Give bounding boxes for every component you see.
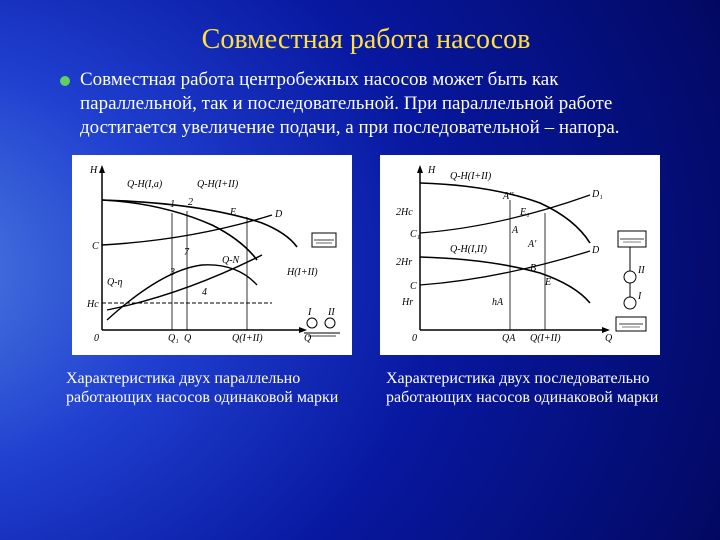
svg-text:H(I+II): H(I+II) <box>286 267 318 278</box>
svg-text:Q-N: Q-N <box>222 255 241 266</box>
svg-text:Hr: Hr <box>401 297 413 308</box>
svg-text:I: I <box>637 291 642 302</box>
svg-text:E: E <box>229 207 236 218</box>
axis-h-label-r: H <box>427 165 436 176</box>
svg-text:Q-H(I,a): Q-H(I,a) <box>127 179 163 190</box>
svg-text:A: A <box>511 225 519 236</box>
svg-text:Q-H(I+II): Q-H(I+II) <box>197 179 239 190</box>
caption-row: Характеристика двух параллельно работающ… <box>60 369 672 407</box>
svg-text:3: 3 <box>169 267 175 278</box>
svg-text:E₁: E₁ <box>519 207 530 218</box>
diagram-row: H Q 0 Q-H(I,a) Q-H(I+II) C D Q-η Q-N <box>60 155 672 355</box>
slide-title: Совместная работа насосов <box>60 24 672 56</box>
svg-text:Q(I+II): Q(I+II) <box>232 333 263 344</box>
svg-text:0: 0 <box>412 333 417 344</box>
diagram-parallel: H Q 0 Q-H(I,a) Q-H(I+II) C D Q-η Q-N <box>72 155 352 355</box>
svg-text:C: C <box>92 241 99 252</box>
svg-text:Q-H(I+II): Q-H(I+II) <box>450 171 492 182</box>
axis-q-label-r: Q <box>605 333 613 344</box>
svg-text:2: 2 <box>188 197 193 208</box>
svg-text:7: 7 <box>184 247 190 258</box>
caption-left: Характеристика двух параллельно работающ… <box>66 369 346 407</box>
svg-text:C₁: C₁ <box>410 229 420 240</box>
svg-text:Q(I+II): Q(I+II) <box>530 333 561 344</box>
svg-text:A'': A'' <box>502 191 514 202</box>
svg-text:Q-H(I,II): Q-H(I,II) <box>450 244 488 255</box>
svg-text:2Hr: 2Hr <box>396 257 412 268</box>
axis-h-label: H <box>89 165 98 176</box>
svg-text:hA: hA <box>492 297 504 308</box>
svg-text:II: II <box>327 307 335 318</box>
svg-text:I: I <box>307 307 312 318</box>
bullet-paragraph: Совместная работа центробежных насосов м… <box>60 68 672 139</box>
bullet-marker <box>60 76 70 86</box>
svg-text:D: D <box>591 245 600 256</box>
body-text: Совместная работа центробежных насосов м… <box>80 68 672 139</box>
svg-text:0: 0 <box>94 333 99 344</box>
svg-text:Q: Q <box>184 333 192 344</box>
slide-container: Совместная работа насосов Совместная раб… <box>0 0 720 428</box>
svg-text:A': A' <box>527 239 537 250</box>
svg-text:4: 4 <box>202 287 207 298</box>
svg-text:D: D <box>274 209 283 220</box>
svg-text:II: II <box>637 265 645 276</box>
svg-text:C: C <box>410 281 417 292</box>
svg-text:Hc: Hc <box>86 299 99 310</box>
svg-text:Q-η: Q-η <box>107 277 123 288</box>
axis-q-label: Q <box>304 333 312 344</box>
svg-text:D₁: D₁ <box>591 189 603 200</box>
svg-text:Q₁: Q₁ <box>168 333 179 344</box>
svg-text:QA: QA <box>502 333 516 344</box>
svg-text:1: 1 <box>170 199 175 210</box>
caption-right: Характеристика двух последовательно рабо… <box>386 369 666 407</box>
svg-text:B: B <box>530 263 536 274</box>
diagram-series: H Q 0 Q-H(I+II) Q-H(I,II) C₁ D₁ C D A'' <box>380 155 660 355</box>
svg-text:2Hc: 2Hc <box>396 207 413 218</box>
